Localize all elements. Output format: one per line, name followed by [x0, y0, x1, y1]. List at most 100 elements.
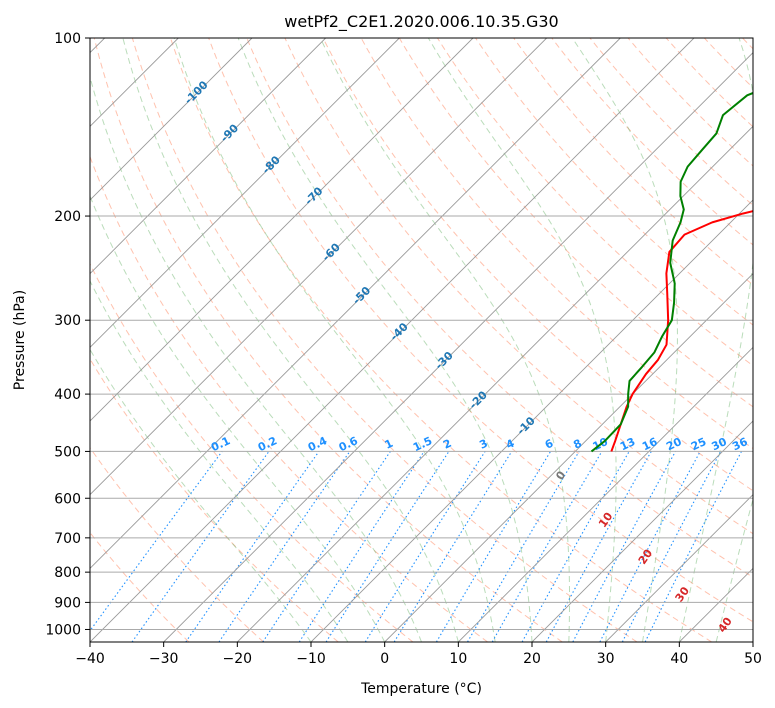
dry-adiabat-label: -20 — [467, 388, 490, 411]
dry-adiabat — [665, 38, 753, 128]
mixing-ratio-line — [521, 451, 630, 642]
dry-adiabat — [90, 358, 339, 642]
moist-adiabat — [319, 38, 571, 642]
mixing-ratio-line — [435, 451, 552, 642]
dry-adiabat — [437, 38, 753, 367]
isotherm — [90, 38, 621, 569]
y-tick-label: 400 — [54, 387, 81, 403]
x-tick-label: −20 — [223, 651, 253, 667]
mixing-ratio-label: 4 — [504, 437, 517, 452]
x-tick-label: −30 — [149, 651, 179, 667]
dry-adiabat — [208, 38, 753, 623]
mixing-ratio-label: 13 — [618, 435, 637, 453]
isotherm — [531, 420, 753, 642]
dry-adiabat — [93, 38, 563, 642]
dry-adiabat — [246, 38, 753, 578]
y-tick-label: 600 — [54, 491, 81, 507]
plot-frame — [89, 37, 754, 643]
moist-adiabat — [752, 640, 753, 642]
x-tick-label: 20 — [523, 651, 541, 667]
mixing-ratio-line — [218, 451, 351, 642]
dry-adiabat — [90, 531, 190, 642]
isotherm — [90, 38, 474, 422]
moist-adiabat — [678, 38, 753, 642]
mixing-ratio-line — [364, 451, 486, 642]
y-tick-label: 700 — [54, 531, 81, 547]
dry-adiabat-label: -90 — [218, 121, 241, 144]
isotherm — [310, 199, 753, 642]
dry-adiabat — [513, 38, 753, 286]
mixing-ratio-label: 36 — [730, 435, 750, 453]
dry-adiabat — [90, 446, 264, 642]
moist-adiabat-label: 0 — [553, 468, 568, 482]
x-axis-label: Temperature (°C) — [360, 681, 482, 697]
dry-adiabat-label: -40 — [388, 320, 411, 343]
moist-adiabat-label: 10 — [596, 510, 616, 530]
y-tick-label: 300 — [54, 313, 81, 329]
isotherm — [679, 567, 753, 642]
isotherm — [163, 52, 753, 642]
dry-adiabat — [322, 38, 753, 492]
dry-adiabat — [627, 38, 753, 167]
x-tick-label: 10 — [449, 651, 467, 667]
moist-adiabat — [237, 38, 533, 642]
y-tick-label: 200 — [54, 209, 81, 225]
moist-adiabat — [715, 497, 753, 642]
mixing-ratio-line — [298, 451, 425, 642]
moist-adiabat — [90, 279, 349, 642]
dewpoint-profile-line — [590, 91, 753, 453]
mixing-ratio-line — [644, 451, 742, 642]
isotherm — [90, 38, 253, 201]
dry-adiabat-label: -70 — [302, 184, 325, 207]
dry-adiabat — [589, 38, 753, 206]
isotherm — [752, 641, 753, 642]
mixing-ratio-label: 20 — [664, 435, 684, 453]
dry-adiabat-label: -10 — [515, 414, 538, 437]
x-tick-label: 40 — [670, 651, 688, 667]
mixing-ratio-line — [467, 451, 580, 642]
temperature-profile-line — [610, 210, 753, 452]
y-tick-label: 500 — [54, 444, 81, 460]
x-tick-label: −40 — [75, 651, 105, 667]
mixing-ratio-line — [491, 451, 603, 642]
isotherm — [90, 38, 695, 642]
mixing-ratio-label: 2 — [441, 437, 453, 452]
mixing-ratio-label: 25 — [689, 435, 708, 453]
x-tick-label: 0 — [380, 651, 389, 667]
mixing-ratio-label: 30 — [710, 435, 730, 453]
moist-adiabat — [90, 74, 422, 642]
mixing-ratio-line — [572, 451, 677, 642]
mixing-ratio-line — [599, 451, 701, 642]
isotherm — [605, 494, 753, 642]
mixing-ratio-label: 6 — [543, 437, 556, 452]
mixing-ratio-line — [90, 451, 223, 632]
isotherm — [90, 38, 400, 348]
y-tick-label: 900 — [54, 595, 81, 611]
y-tick-label: 800 — [54, 565, 81, 581]
mixing-ratio-line — [131, 451, 270, 642]
isotherm — [90, 38, 547, 496]
moist-adiabat-label: 20 — [636, 547, 656, 567]
y-tick-label: 1000 — [45, 622, 81, 638]
moist-adiabat — [122, 38, 459, 642]
x-tick-label: −10 — [296, 651, 326, 667]
moist-adiabat — [90, 348, 312, 642]
moist-adiabat — [571, 38, 678, 642]
mixing-ratio-line — [393, 451, 513, 642]
dry-adiabat-label: -60 — [320, 240, 343, 263]
mixing-ratio-label: 16 — [640, 435, 660, 453]
moist-adiabat — [90, 194, 386, 642]
dry-adiabat — [551, 38, 753, 246]
dry-adiabat — [90, 262, 414, 642]
moist-adiabat — [427, 38, 617, 642]
chart-title: wetPf2_C2E1.2020.006.10.35.G30 — [284, 12, 558, 32]
y-axis-label: Pressure (hPa) — [12, 290, 28, 390]
dry-adiabat — [170, 38, 713, 642]
dry-adiabat — [131, 38, 638, 642]
mixing-ratio-line — [262, 451, 391, 642]
isotherm — [384, 273, 753, 642]
dry-adiabat — [90, 155, 488, 642]
dry-adiabat — [475, 38, 753, 326]
moist-adiabat — [173, 38, 496, 642]
x-tick-label: 50 — [744, 651, 762, 667]
